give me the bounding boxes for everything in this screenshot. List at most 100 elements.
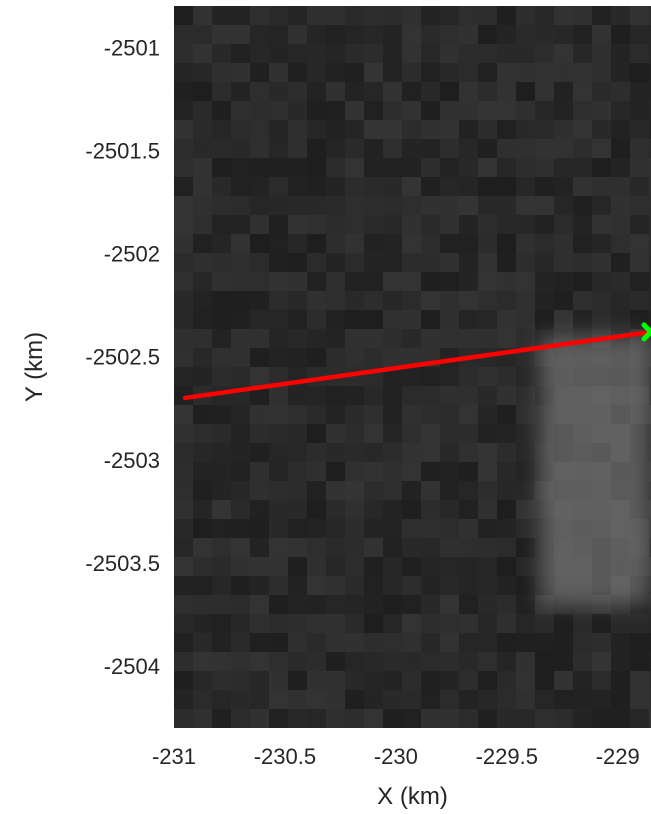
image-cell [554, 690, 573, 709]
image-cell [193, 424, 212, 443]
x-tick-label: -230.5 [254, 744, 316, 769]
image-cell [497, 424, 516, 443]
image-cell [288, 538, 307, 557]
image-cell [554, 120, 573, 139]
image-cell [326, 25, 345, 44]
image-cell [592, 139, 611, 158]
image-cell [307, 405, 326, 424]
image-cell [231, 405, 250, 424]
image-cell [345, 500, 364, 519]
image-cell [307, 690, 326, 709]
image-cell [421, 367, 440, 386]
image-cell [630, 614, 649, 633]
image-cell [231, 82, 250, 101]
image-cell [402, 538, 421, 557]
x-axis-label: X (km) [377, 783, 448, 810]
image-cell [611, 291, 630, 310]
image-cell [630, 177, 649, 196]
image-cell [383, 253, 402, 272]
image-cell [250, 595, 269, 614]
image-cell [611, 215, 630, 234]
image-cell [364, 120, 383, 139]
image-cell [421, 329, 440, 348]
image-cell [459, 177, 478, 196]
image-cell [250, 500, 269, 519]
image-cell [269, 671, 288, 690]
image-cell [459, 139, 478, 158]
image-cell [573, 6, 592, 25]
image-cell [174, 652, 193, 671]
image-cell [497, 177, 516, 196]
image-cell [573, 177, 592, 196]
image-cell [307, 253, 326, 272]
image-cell [250, 557, 269, 576]
image-cell [497, 386, 516, 405]
image-cell [345, 519, 364, 538]
image-cell [573, 291, 592, 310]
image-cell [307, 500, 326, 519]
image-cell [478, 6, 497, 25]
image-cell [440, 158, 459, 177]
image-cell [174, 6, 193, 25]
image-cell [345, 310, 364, 329]
image-cell [364, 158, 383, 177]
image-cell [440, 443, 459, 462]
image-cell [421, 215, 440, 234]
image-cell [193, 253, 212, 272]
image-cell [383, 652, 402, 671]
image-cell [592, 158, 611, 177]
image-cell [269, 652, 288, 671]
image-cell [288, 595, 307, 614]
image-cell [174, 120, 193, 139]
image-cell [231, 367, 250, 386]
image-cell [440, 424, 459, 443]
image-cell [478, 462, 497, 481]
image-cell [611, 652, 630, 671]
image-cell [478, 367, 497, 386]
image-cell [364, 234, 383, 253]
y-tick-label: -2503.5 [85, 551, 160, 576]
image-cell [288, 614, 307, 633]
image-cell [174, 25, 193, 44]
image-cell [288, 652, 307, 671]
image-cell [611, 196, 630, 215]
image-cell [535, 234, 554, 253]
image-cell [288, 101, 307, 120]
image-cell [326, 386, 345, 405]
image-cell [440, 367, 459, 386]
image-cell [269, 120, 288, 139]
image-cell [516, 481, 535, 500]
image-cell [516, 310, 535, 329]
image-cell [497, 310, 516, 329]
image-cell [535, 291, 554, 310]
image-cell [402, 139, 421, 158]
image-cell [554, 310, 573, 329]
image-cell [383, 63, 402, 82]
image-cell [478, 652, 497, 671]
image-cell [611, 158, 630, 177]
image-cell [212, 82, 231, 101]
image-cell [212, 671, 231, 690]
image-cell [231, 633, 250, 652]
image-cell [649, 671, 651, 690]
image-cell [440, 44, 459, 63]
image-cell [231, 576, 250, 595]
image-cell [193, 348, 212, 367]
image-cell [383, 405, 402, 424]
image-cell [193, 443, 212, 462]
image-cell [326, 348, 345, 367]
image-cell [440, 310, 459, 329]
image-cell [250, 690, 269, 709]
image-cell [440, 386, 459, 405]
image-cell [307, 196, 326, 215]
image-cell [345, 462, 364, 481]
image-cell [250, 158, 269, 177]
image-cell [288, 25, 307, 44]
image-cell [269, 424, 288, 443]
image-cell [497, 291, 516, 310]
image-cell [649, 652, 651, 671]
image-cell [535, 690, 554, 709]
image-cell [174, 671, 193, 690]
image-cell [402, 614, 421, 633]
image-cell [592, 272, 611, 291]
